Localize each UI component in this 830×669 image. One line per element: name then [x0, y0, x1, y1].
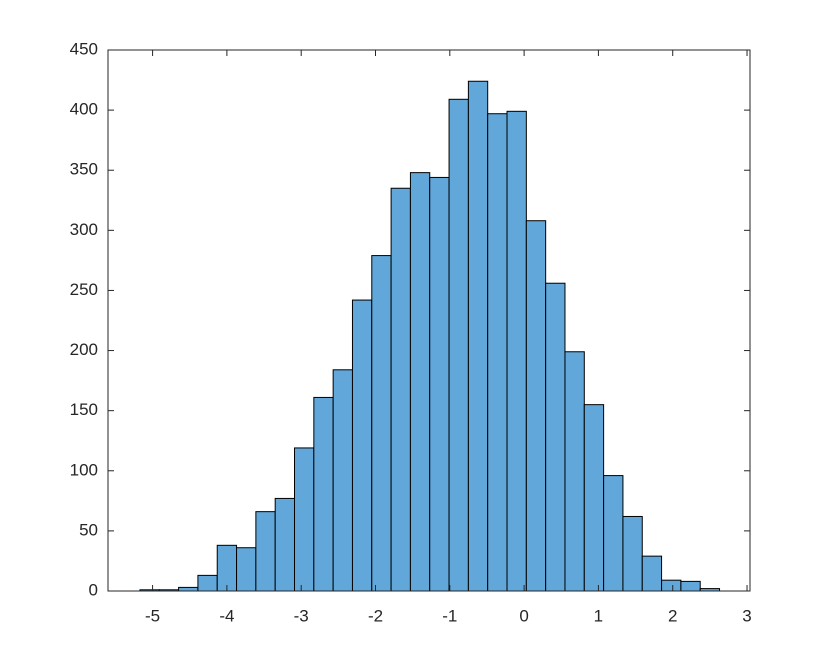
bar	[216, 544, 238, 592]
bar	[390, 187, 411, 592]
bar	[487, 113, 508, 592]
x-tick-label: -5	[145, 606, 160, 625]
x-tick-label: 3	[742, 606, 751, 625]
y-tick-label: 250	[70, 280, 98, 299]
y-tick-label: 450	[70, 39, 98, 58]
bar	[448, 98, 469, 592]
y-tick-label: 300	[70, 220, 98, 239]
bar	[371, 255, 392, 592]
x-tick-label: 1	[594, 606, 603, 625]
bar	[255, 511, 276, 592]
bar	[294, 447, 315, 592]
bar	[429, 176, 450, 592]
x-tick-label: -3	[294, 606, 309, 625]
x-tick-label: 0	[519, 606, 528, 625]
bar	[313, 396, 334, 592]
x-tick-label: -1	[442, 606, 457, 625]
bar	[603, 475, 624, 592]
bar	[583, 404, 605, 592]
bar	[197, 574, 218, 592]
bar	[178, 586, 199, 592]
y-tick-label: 200	[70, 340, 98, 359]
y-tick-label: 100	[70, 460, 98, 479]
bar	[661, 579, 682, 592]
x-tick-label: -4	[219, 606, 234, 625]
bar	[622, 515, 643, 592]
bar	[506, 110, 527, 592]
bar	[236, 547, 257, 592]
y-tick-label: 350	[70, 160, 98, 179]
bar	[641, 555, 663, 592]
bar	[332, 369, 353, 592]
y-tick-label: 50	[79, 520, 98, 539]
bar	[525, 220, 547, 592]
bar	[564, 351, 585, 592]
y-tick-label: 400	[70, 100, 98, 119]
bar	[467, 80, 489, 592]
y-tick-label: 150	[70, 400, 98, 419]
bar	[351, 299, 373, 592]
x-tick-label: 2	[668, 606, 677, 625]
bar	[545, 282, 566, 592]
bar	[680, 580, 701, 592]
bar	[274, 497, 296, 592]
y-tick-label: 0	[89, 580, 98, 599]
axes-box	[107, 49, 751, 592]
bar	[409, 172, 431, 592]
x-tick-label: -2	[368, 606, 383, 625]
